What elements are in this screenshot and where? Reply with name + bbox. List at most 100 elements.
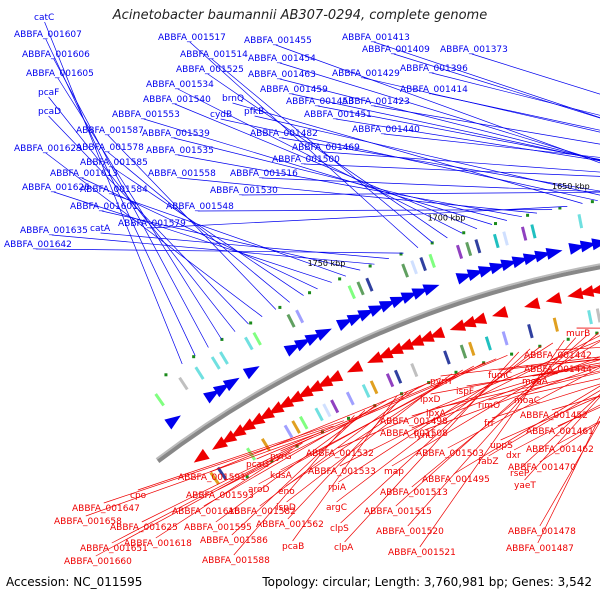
plus-gene-label: ABBFA_001553 (112, 110, 180, 120)
plus-gene-arrow (466, 269, 484, 281)
plus-gene-label: pcaF (38, 88, 59, 98)
plus-label-leader (431, 72, 600, 116)
minus-cog-block (527, 324, 534, 339)
minus-label-leader (488, 390, 600, 457)
plus-label-leader (100, 232, 389, 259)
plus-label-leader (383, 133, 600, 158)
minus-label-leader (344, 351, 520, 543)
minus-cog-block (459, 344, 468, 359)
minus-cog-block (283, 424, 294, 439)
backbone-shadow (155, 263, 600, 460)
plus-label-leader (143, 118, 493, 225)
minus-gene-arrow (387, 342, 404, 355)
minus-cog-block (260, 438, 271, 452)
minus-label-leader (466, 364, 600, 387)
minus-cog-block (484, 336, 492, 351)
minus-label-leader (557, 420, 600, 445)
plus-gene-label: ABBFA_001396 (400, 64, 468, 74)
plus-gene-label: catA (90, 224, 111, 234)
plus-gene-label: ABBFA_001413 (342, 33, 410, 43)
minus-gene-label: ABBFA_001521 (388, 548, 456, 558)
minus-label-leader (440, 356, 600, 377)
plus-gene-arrow (477, 266, 495, 278)
minus-gene-label: ABBFA_001651 (80, 544, 148, 554)
plus-gene-arrow (591, 238, 600, 251)
minus-cog-block (246, 447, 257, 461)
minus-gene-arrow (567, 287, 584, 300)
rrna-tick (245, 475, 249, 479)
minus-gene-label: ABBFA_001520 (376, 527, 444, 537)
minus-cog-block (330, 399, 340, 414)
plus-cog-block (365, 277, 374, 292)
minus-label-leader (285, 369, 463, 487)
plus-cog-block (401, 263, 409, 278)
minus-gene-label: ABBFA_001625 (110, 523, 178, 533)
minus-label-leader (340, 348, 531, 524)
plus-gene-arrow (500, 259, 518, 272)
plus-label-leader (53, 58, 209, 348)
rrna-tick (595, 331, 599, 335)
minus-label-leader (447, 367, 600, 449)
minus-label-leader (287, 390, 409, 520)
minus-label-leader (524, 396, 600, 481)
minus-gene-arrow (307, 380, 324, 393)
minus-label-leader (539, 420, 600, 527)
rrna-tick (454, 370, 458, 374)
plus-label-leader (335, 118, 600, 162)
plus-gene-label: ABBFA_001463 (248, 70, 316, 80)
plus-cog-block (154, 393, 165, 407)
minus-gene-label: ABBFA_001591 (178, 473, 246, 483)
minus-label-leader (338, 342, 554, 483)
plus-gene-label: ABBFA_001606 (22, 50, 90, 60)
minus-gene-label: ispF (456, 387, 474, 397)
plus-cog-block (419, 256, 427, 272)
plus-label-leader (35, 248, 404, 254)
minus-label-leader (411, 359, 600, 417)
plus-gene-label: ABBFA_001454 (248, 54, 316, 64)
minus-gene-label: ABBFA_001498 (380, 417, 448, 427)
minus-gene-label: ABBFA_001478 (508, 527, 576, 537)
minus-gene-label: rseP (510, 469, 530, 479)
minus-gene-label: ABBFA_001660 (64, 557, 132, 567)
minus-gene-arrow (367, 351, 384, 364)
label-leaders (35, 21, 600, 557)
minus-gene-arrow (317, 374, 334, 388)
kbp-label: 1700 kbp (428, 213, 466, 222)
minus-gene-label: lpxD (420, 395, 441, 405)
minus-label-leader (520, 393, 600, 469)
plus-gene-label: ABBFA_001558 (148, 169, 216, 179)
minus-label-leader (111, 448, 293, 544)
minus-label-leader (155, 442, 303, 539)
minus-cog-block (216, 466, 228, 481)
minus-gene-label: ABBFA_001595 (184, 523, 252, 533)
minus-gene-arrow (545, 292, 562, 304)
plus-gene-arrow (212, 383, 230, 398)
genome-backbone (155, 263, 600, 463)
minus-gene-arrow (297, 385, 314, 398)
minus-gene-label: ABBFA_001513 (380, 488, 448, 498)
plus-label-leader (211, 58, 433, 243)
plus-gene-label: ABBFA_001607 (14, 30, 82, 40)
plus-gene-label: ABBFA_001584 (80, 185, 148, 195)
plus-cog-block (530, 224, 537, 239)
minus-cog-block (385, 373, 395, 388)
rrna-tick (462, 231, 466, 235)
rrna-tick (526, 213, 530, 217)
minus-gene-label: ABBFA_001461 (526, 427, 594, 437)
minus-gene-label: aroD (248, 485, 270, 495)
minus-label-leader (395, 334, 588, 507)
plus-gene-label: ABBFA_001539 (142, 129, 210, 139)
minus-gene-arrow (418, 330, 435, 342)
plus-gene-label: ABBFA_001635 (20, 226, 88, 236)
minus-label-leader (336, 345, 542, 503)
minus-label-leader (513, 404, 600, 451)
minus-gene-label: ABBFA_001586 (200, 536, 268, 546)
minus-label-leader (453, 385, 600, 475)
plus-label-leader (48, 115, 249, 325)
rrna-tick (368, 264, 372, 268)
plus-gene-label: ABBFA_001642 (4, 240, 72, 250)
minus-gene-label: fabZ (478, 457, 499, 467)
minus-label-leader (524, 378, 600, 396)
minus-gene-label: pcaB (282, 542, 304, 552)
plus-label-leader (303, 163, 600, 177)
